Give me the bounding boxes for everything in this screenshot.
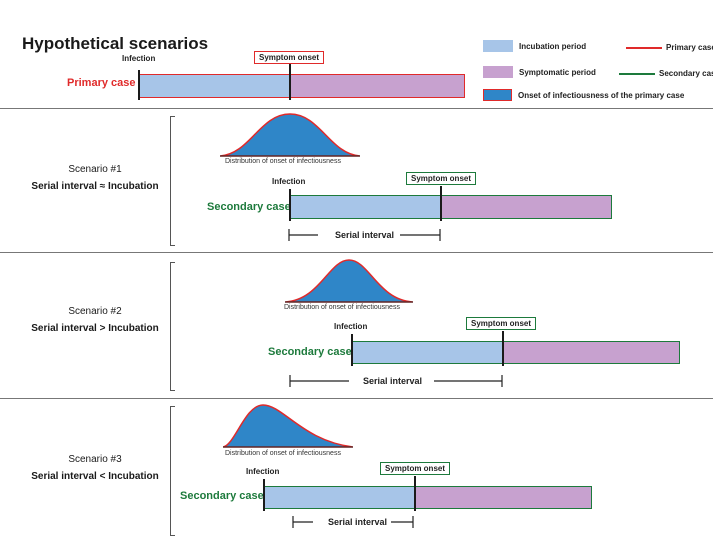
scenario-1-label: Scenario #1 Serial interval ≈ Incubation xyxy=(20,161,170,195)
scenario-2-relation: Serial interval > Incubation xyxy=(31,323,159,334)
scenario-3-label: Scenario #3 Serial interval < Incubation xyxy=(20,451,170,485)
scenario-2-infection-label: Infection xyxy=(334,322,368,331)
scenario-3-serial-interval-label: Serial interval xyxy=(328,517,388,527)
scenario-2-label: Scenario #2 Serial interval > Incubation xyxy=(20,303,170,337)
scenario-2-distribution-caption: Distribution of onset of infectiousness xyxy=(284,304,400,311)
incubation-swatch xyxy=(483,40,513,52)
legend-primary: Primary case xyxy=(626,43,713,52)
primary-line-swatch xyxy=(626,46,662,49)
scenario-2-bracket xyxy=(170,262,175,391)
scenario-1-distribution-caption: Distribution of onset of infectiousness xyxy=(225,158,341,165)
scenario-3-symptomatic xyxy=(415,487,591,508)
scenario-3-incubation xyxy=(264,487,415,508)
legend-secondary-label: Secondary case xyxy=(659,69,713,78)
page-title: Hypothetical scenarios xyxy=(22,34,209,53)
scenario-3-symptom-onset-box: Symptom onset xyxy=(380,462,451,475)
scenario-1-serial-interval-bracket xyxy=(288,229,441,241)
scenario-3-infection-tick xyxy=(263,479,265,511)
scenario-3-case-bar xyxy=(263,486,592,509)
primary-case-bar xyxy=(138,74,465,98)
scenario-1-case-label: Secondary case xyxy=(207,201,291,213)
scenario-1-infection-label: Infection xyxy=(272,177,306,186)
legend-onset: Onset of infectiousness of the primary c… xyxy=(483,89,684,101)
scenario-1-relation: Serial interval ≈ Incubation xyxy=(31,181,159,192)
scenario-2-symptom-onset-box: Symptom onset xyxy=(466,317,537,330)
divider xyxy=(0,252,713,253)
scenario-1-symptomatic xyxy=(441,196,611,218)
onset-swatch xyxy=(483,89,512,101)
scenario-2-incubation xyxy=(352,342,503,363)
scenario-3-relation: Serial interval < Incubation xyxy=(31,471,159,482)
secondary-line-swatch xyxy=(619,72,655,75)
primary-infection-label: Infection xyxy=(122,54,156,63)
scenario-3-name: Scenario #3 xyxy=(68,454,122,465)
primary-symptom-onset-box: Symptom onset xyxy=(254,51,325,64)
scenario-2-distribution-curve xyxy=(285,259,413,303)
divider xyxy=(0,398,713,399)
scenario-2-case-bar xyxy=(351,341,680,364)
scenario-1-onset-tick xyxy=(440,186,442,221)
scenario-3-bracket xyxy=(170,406,175,536)
scenario-1-bracket xyxy=(170,116,175,246)
scenario-2-case-label: Secondary case xyxy=(268,346,352,358)
scenario-1-distribution-curve xyxy=(220,113,360,157)
legend-incubation: Incubation period xyxy=(483,40,586,52)
scenario-1-serial-interval-label: Serial interval xyxy=(335,230,395,240)
scenario-2-serial-interval-bracket xyxy=(289,375,503,387)
scenario-3-distribution-curve xyxy=(223,404,353,448)
legend-symptomatic-label: Symptomatic period xyxy=(519,67,596,77)
scenario-3-serial-interval-bracket xyxy=(292,516,414,528)
symptomatic-swatch xyxy=(483,66,513,78)
primary-infection-tick xyxy=(138,70,140,100)
scenario-1-name: Scenario #1 xyxy=(68,164,122,175)
scenario-3-distribution-caption: Distribution of onset of infectiousness xyxy=(225,450,341,457)
legend-incubation-label: Incubation period xyxy=(519,41,587,51)
scenario-2-serial-interval-label: Serial interval xyxy=(363,376,423,386)
scenario-2-symptomatic xyxy=(503,342,679,363)
scenario-3-case-label: Secondary case xyxy=(180,490,264,502)
legend-symptomatic: Symptomatic period xyxy=(483,66,596,78)
scenario-2-infection-tick xyxy=(351,334,353,366)
primary-incubation xyxy=(139,75,290,97)
scenario-2-onset-tick xyxy=(502,331,504,366)
scenario-1-infection-tick xyxy=(289,189,291,221)
scenario-3-onset-tick xyxy=(414,476,416,511)
primary-onset-tick xyxy=(289,64,291,100)
scenario-1-incubation xyxy=(290,196,441,218)
primary-symptomatic xyxy=(290,75,464,97)
legend-primary-label: Primary case xyxy=(666,43,713,52)
scenario-1-symptom-onset-box: Symptom onset xyxy=(406,172,477,185)
legend-onset-label: Onset of infectiousness of the primary c… xyxy=(518,90,685,100)
scenario-3-infection-label: Infection xyxy=(246,467,280,476)
scenario-2-name: Scenario #2 xyxy=(68,306,122,317)
scenario-1-case-bar xyxy=(289,195,612,219)
divider xyxy=(0,108,713,109)
primary-case-label: Primary case xyxy=(67,77,136,89)
legend-secondary: Secondary case xyxy=(619,69,713,78)
